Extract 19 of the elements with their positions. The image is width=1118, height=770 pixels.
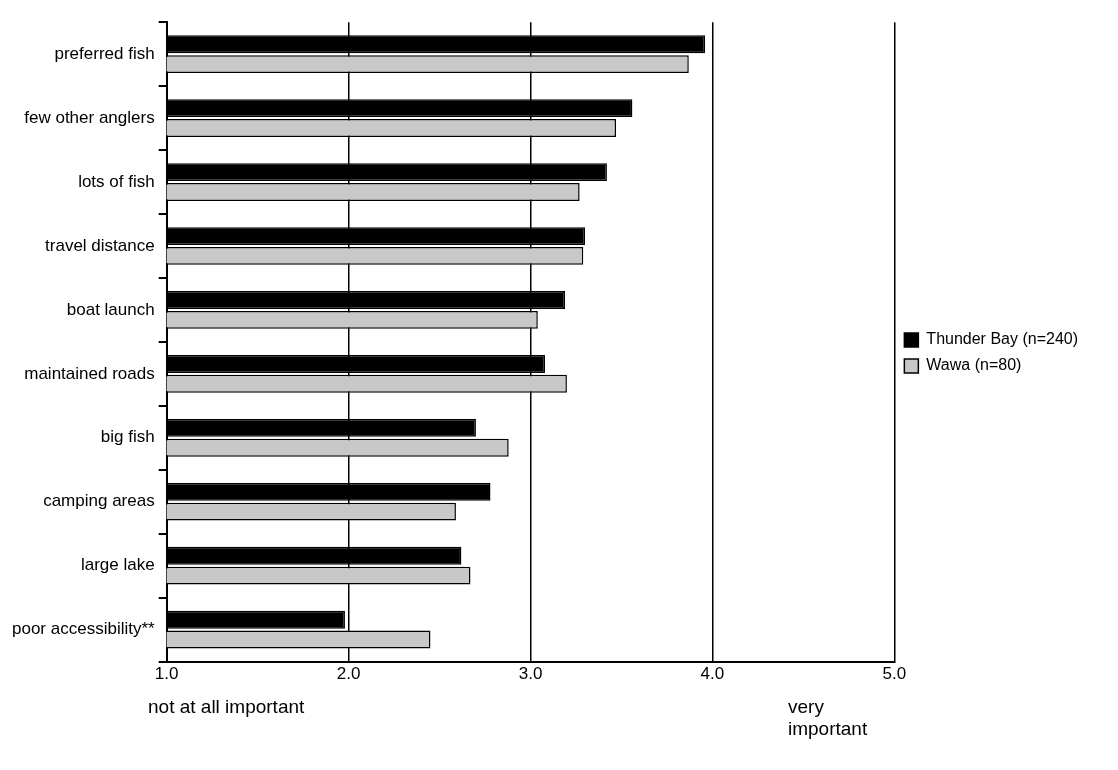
y-tick-label: travel distance (45, 235, 155, 255)
x-tick-label: 2.0 (336, 664, 361, 684)
y-tick-label: preferred fish (54, 43, 155, 63)
legend-label: Thunder Bay (n=240) (926, 330, 1079, 348)
y-tick-label: few other anglers (24, 107, 155, 127)
y-tick-label: poor accessibility** (11, 619, 156, 639)
x-tick-label: 3.0 (518, 664, 543, 684)
y-tick-label: boat launch (66, 299, 155, 319)
y-tick-label: big fish (100, 427, 155, 447)
y-tick-label: maintained roads (24, 363, 155, 383)
legend-label: Wawa (n=80) (926, 356, 1022, 374)
x-tick-label: 5.0 (882, 664, 907, 684)
y-tick-label: camping areas (43, 491, 155, 511)
y-tick-label: lots of fish (78, 171, 155, 191)
x-tick-label: 1.0 (154, 664, 179, 684)
text: very important (788, 696, 869, 740)
y-tick-label: large lake (80, 555, 155, 575)
text: not at all important (148, 696, 305, 719)
x-tick-label: 4.0 (700, 664, 725, 684)
